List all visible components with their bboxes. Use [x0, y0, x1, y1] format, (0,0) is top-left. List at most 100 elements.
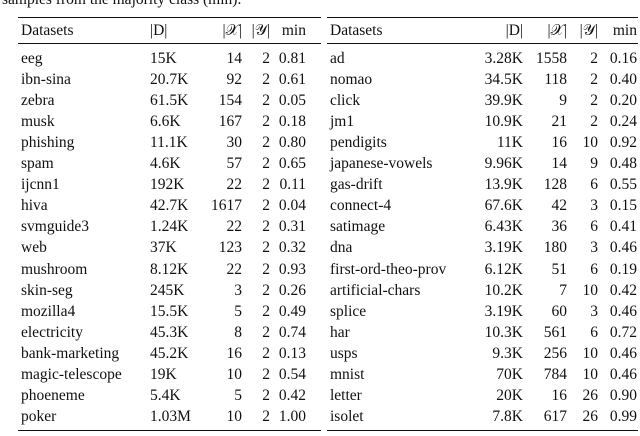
classes-cell: 10	[582, 134, 599, 152]
dataset-name: letter	[330, 386, 362, 404]
features-cell: 167	[218, 113, 242, 131]
top-rule	[18, 17, 321, 19]
min-cell: 0.48	[609, 155, 637, 173]
dataset-name: isolet	[330, 407, 364, 425]
features-cell: 7	[559, 281, 567, 299]
min-cell: 0.61	[278, 71, 306, 89]
dataset-name: splice	[330, 302, 367, 320]
mid-rule	[327, 43, 638, 44]
features-cell: 51	[551, 260, 568, 278]
dataset-name: ibn-sina	[21, 71, 71, 89]
features-cell: 92	[226, 71, 243, 89]
features-cell: 30	[226, 134, 243, 152]
features-cell: 42	[551, 197, 568, 215]
dataset-name: pendigits	[330, 134, 387, 152]
features-cell: 784	[543, 365, 567, 383]
features-cell: 1558	[536, 50, 567, 67]
size-cell: 67.6K	[484, 197, 523, 215]
classes-cell: 2	[262, 302, 270, 320]
min-cell: 0.46	[609, 344, 637, 362]
classes-cell: 2	[262, 281, 270, 299]
classes-cell: 2	[590, 71, 598, 89]
classes-cell: 6	[590, 218, 598, 236]
min-cell: 0.93	[278, 260, 306, 278]
features-cell: 21	[551, 113, 568, 131]
min-cell: 0.05	[278, 92, 306, 110]
min-cell: 0.32	[278, 239, 306, 257]
dataset-name: mozilla4	[21, 302, 76, 320]
classes-cell: 2	[262, 113, 270, 131]
dataset-name: electricity	[21, 323, 83, 341]
min-cell: 0.19	[609, 260, 637, 278]
size-cell: 34.5K	[484, 71, 523, 89]
classes-cell: 6	[590, 323, 598, 341]
size-cell: 19K	[150, 365, 177, 383]
min-cell: 0.92	[609, 134, 637, 152]
min-cell: 0.46	[609, 302, 637, 320]
min-cell: 0.13	[278, 344, 306, 362]
features-cell: 180	[543, 239, 567, 257]
column-header: |𝒴|	[579, 22, 598, 39]
size-cell: 61.5K	[150, 92, 189, 110]
size-cell: 10.2K	[484, 281, 523, 299]
size-cell: 245K	[150, 281, 185, 299]
dataset-name: satimage	[330, 218, 386, 236]
size-cell: 39.9K	[484, 92, 523, 110]
size-cell: 3.19K	[484, 239, 523, 257]
dataset-name: ad	[330, 50, 345, 67]
dataset-name: skin-seg	[21, 281, 73, 299]
size-cell: 5.4K	[150, 386, 181, 404]
dataset-name: phishing	[21, 134, 75, 152]
classes-cell: 2	[262, 386, 270, 404]
size-cell: 15K	[150, 50, 177, 67]
min-cell: 0.49	[278, 302, 306, 320]
classes-cell: 2	[590, 113, 598, 131]
features-cell: 22	[226, 260, 243, 278]
size-cell: 20.7K	[150, 71, 189, 89]
classes-cell: 2	[262, 134, 270, 152]
min-cell: 0.11	[279, 176, 306, 194]
size-cell: 3.19K	[484, 302, 523, 320]
classes-cell: 2	[262, 71, 270, 89]
caption-fragment: samples from the majority class (min).	[2, 0, 241, 9]
min-cell: 0.15	[609, 197, 637, 215]
features-cell: 10	[226, 407, 243, 425]
classes-cell: 10	[582, 344, 599, 362]
min-cell: 0.99	[609, 407, 637, 425]
dataset-name: poker	[21, 407, 57, 425]
features-cell: 1617	[211, 197, 242, 215]
size-cell: 8.12K	[150, 260, 189, 278]
classes-cell: 2	[262, 260, 270, 278]
mid-rule	[18, 43, 321, 44]
size-cell: 15.5K	[150, 302, 189, 320]
size-cell: 6.12K	[484, 260, 523, 278]
features-cell: 22	[226, 218, 243, 236]
min-cell: 0.65	[278, 155, 306, 173]
size-cell: 192K	[150, 176, 185, 194]
dataset-name: web	[21, 239, 47, 257]
size-cell: 1.24K	[150, 218, 189, 236]
classes-cell: 26	[582, 386, 599, 404]
dataset-name: click	[330, 92, 361, 110]
size-cell: 37K	[150, 239, 177, 257]
classes-cell: 2	[262, 197, 270, 215]
column-header: |𝒳|	[547, 22, 567, 39]
features-cell: 8	[234, 323, 242, 341]
features-cell: 561	[543, 323, 567, 341]
size-cell: 10.3K	[484, 323, 523, 341]
classes-cell: 2	[262, 239, 270, 257]
min-cell: 0.46	[609, 239, 637, 257]
column-header: |𝒳|	[222, 22, 242, 39]
classes-cell: 2	[590, 92, 598, 110]
classes-cell: 2	[262, 344, 270, 362]
features-cell: 5	[234, 386, 242, 404]
size-cell: 6.6K	[150, 113, 181, 131]
size-cell: 11.1K	[150, 134, 188, 152]
column-header: Datasets	[330, 22, 383, 39]
size-cell: 70K	[496, 365, 523, 383]
dataset-name: eeg	[21, 50, 43, 67]
features-cell: 16	[551, 386, 568, 404]
size-cell: 11K	[496, 134, 523, 152]
min-cell: 0.74	[278, 323, 306, 341]
features-cell: 22	[226, 176, 243, 194]
